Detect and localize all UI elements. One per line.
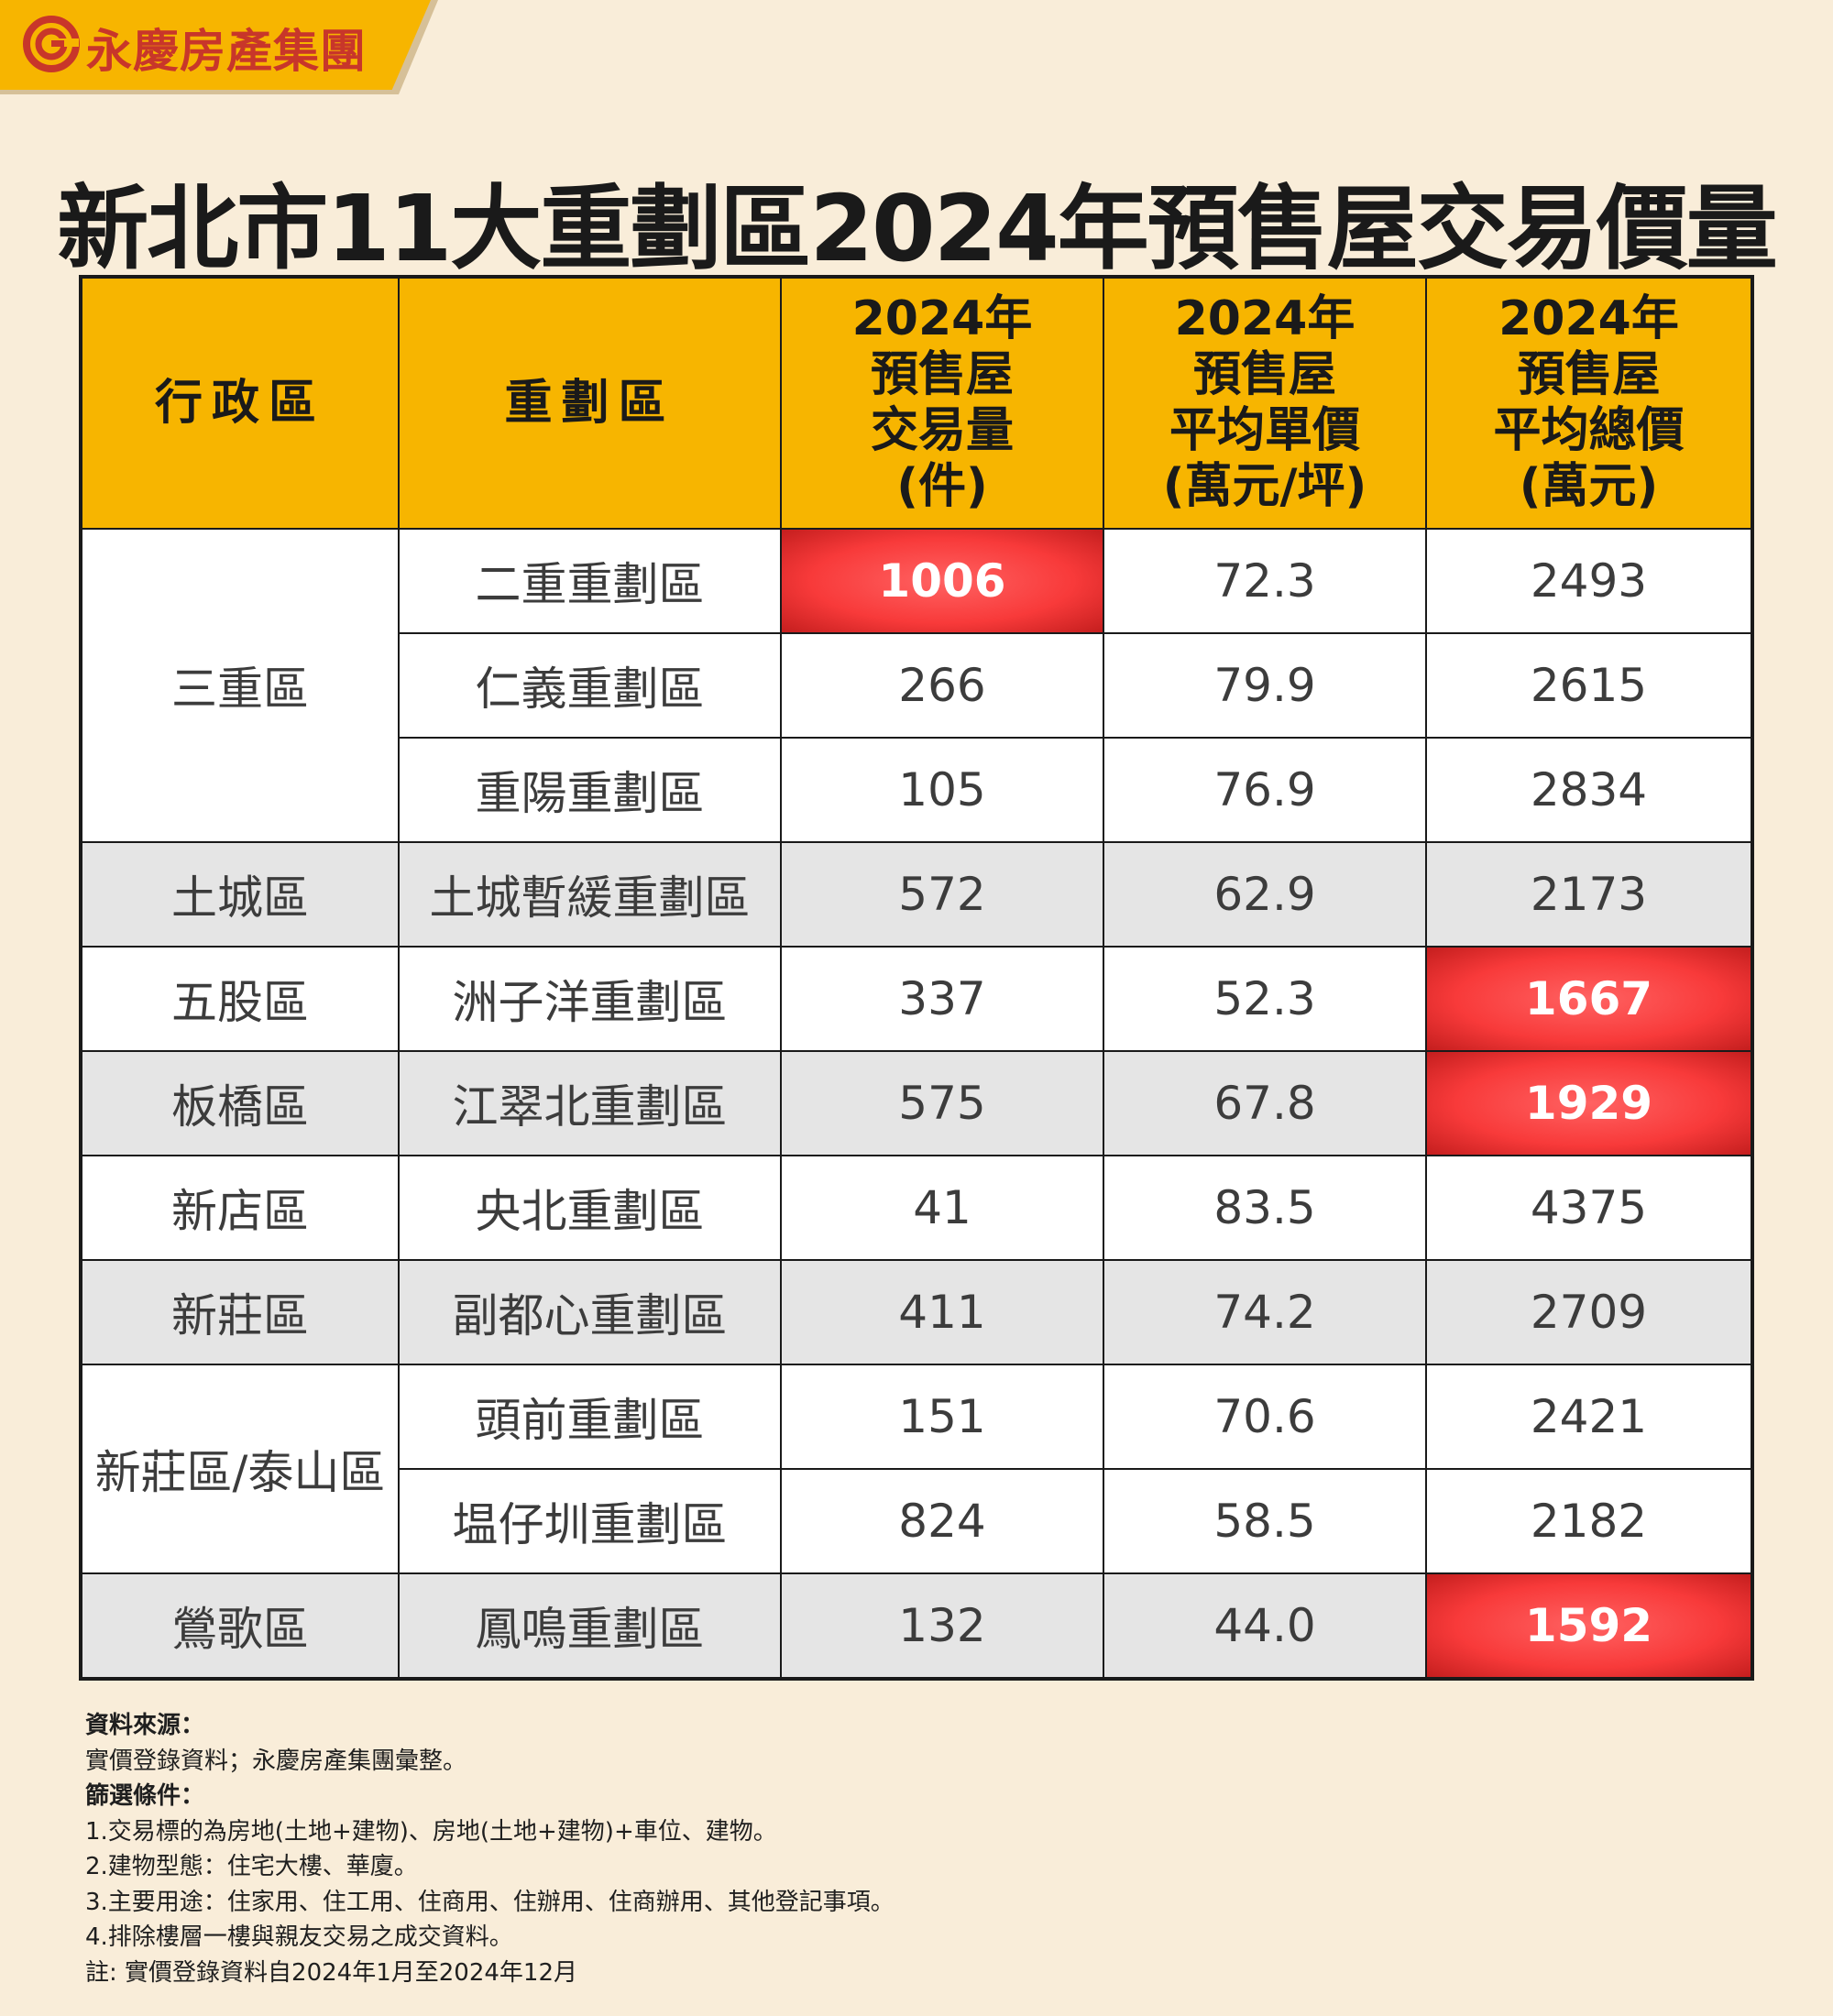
transaction-table: 行政區 重劃區 2024年 預售屋 交易量 (件) 2024年 預售屋 平均單價 (萬元/坪… — [79, 275, 1754, 1681]
unit-price-cell: 76.9 — [1103, 737, 1427, 843]
volume-cell: 41 — [780, 1155, 1104, 1261]
criteria-item: 2.建物型態：住宅大樓、華廈。 — [85, 1853, 418, 1880]
zone-cell: 央北重劃區 — [398, 1155, 782, 1261]
table-row: 板橋區 江翠北重劃區 575 67.8 1929 — [80, 1050, 1753, 1156]
criteria-item: 3.主要用途：住家用、住工用、住商用、住辦用、住商辦用、其他登記事項。 — [85, 1888, 895, 1916]
volume-cell: 411 — [780, 1259, 1104, 1365]
zone-cell: 副都心重劃區 — [398, 1259, 782, 1365]
volume-cell: 151 — [780, 1364, 1104, 1470]
criteria-item: 4.排除樓層一樓與親友交易之成交資料。 — [85, 1923, 513, 1951]
total-price-cell: 2421 — [1425, 1364, 1753, 1470]
header-unit-price: 2024年 預售屋 平均單價 (萬元/坪) — [1103, 276, 1427, 530]
criteria-label: 篩選條件： — [85, 1782, 205, 1810]
zone-cell: 仁義重劃區 — [398, 632, 782, 739]
table-header-row: 行政區 重劃區 2024年 預售屋 交易量 (件) 2024年 預售屋 平均單價 (萬元/坪… — [80, 276, 1753, 530]
zone-cell: 江翠北重劃區 — [398, 1050, 782, 1156]
table-row: 土城區 土城暫緩重劃區 572 62.9 2173 — [80, 841, 1753, 948]
unit-price-cell: 79.9 — [1103, 632, 1427, 739]
total-price-cell: 4375 — [1425, 1155, 1753, 1261]
source-text: 實價登錄資料；永慶房產集團彙整。 — [85, 1747, 467, 1775]
header-volume: 2024年 預售屋 交易量 (件) — [780, 276, 1104, 530]
district-cell: 板橋區 — [80, 1050, 400, 1156]
volume-cell: 575 — [780, 1050, 1104, 1156]
district-cell: 五股區 — [80, 946, 400, 1052]
table-row: 三重區 二重重劃區 1006 72.3 2493 — [80, 528, 1753, 843]
table-row: 新莊區/泰山區 頭前重劃區 151 70.6 2421 — [80, 1364, 1753, 1574]
date-range-note: 註: 實價登錄資料自2024年1月至2024年12月 — [85, 1958, 577, 1987]
volume-cell: 337 — [780, 946, 1104, 1052]
table-row: 五股區 洲子洋重劃區 337 52.3 1667 — [80, 946, 1753, 1052]
header-total-price: 2024年 預售屋 平均總價 (萬元) — [1425, 276, 1753, 530]
unit-price-cell: 58.5 — [1103, 1468, 1427, 1574]
zone-cell: 洲子洋重劃區 — [398, 946, 782, 1052]
zone-cell: 鳳鳴重劃區 — [398, 1572, 782, 1680]
total-price-cell: 2834 — [1425, 737, 1753, 843]
table-row: 新店區 央北重劃區 41 83.5 4375 — [80, 1155, 1753, 1261]
table-row: 重陽重劃區 105 76.9 2834 — [81, 737, 1753, 843]
header-district: 行政區 — [80, 276, 400, 530]
zone-cell: 二重重劃區 — [398, 528, 782, 634]
page-title: 新北市11大重劃區2024年預售屋交易價量 — [57, 175, 1777, 282]
header-zone: 重劃區 — [398, 276, 782, 530]
district-cell: 鶯歌區 — [80, 1572, 400, 1680]
unit-price-cell: 52.3 — [1103, 946, 1427, 1052]
total-price-cell-highlighted: 1929 — [1425, 1050, 1753, 1156]
unit-price-cell: 67.8 — [1103, 1050, 1427, 1156]
total-price-cell-highlighted: 1667 — [1425, 946, 1753, 1052]
unit-price-cell: 83.5 — [1103, 1155, 1427, 1261]
unit-price-cell: 44.0 — [1103, 1572, 1427, 1680]
district-cell: 新店區 — [80, 1155, 400, 1261]
brand-name: 永慶房產集團 — [86, 25, 367, 78]
district-cell: 新莊區/泰山區 — [80, 1364, 400, 1574]
volume-cell: 824 — [780, 1468, 1104, 1574]
source-label: 資料來源： — [85, 1712, 205, 1739]
district-cell: 三重區 — [80, 528, 400, 843]
total-price-cell: 2709 — [1425, 1259, 1753, 1365]
volume-cell: 266 — [780, 632, 1104, 739]
district-cell: 土城區 — [80, 841, 400, 948]
zone-cell: 重陽重劃區 — [398, 737, 782, 843]
unit-price-cell: 74.2 — [1103, 1259, 1427, 1365]
total-price-cell: 2173 — [1425, 841, 1753, 948]
volume-cell: 572 — [780, 841, 1104, 948]
total-price-cell: 2182 — [1425, 1468, 1753, 1574]
criteria-item: 1.交易標的為房地(土地+建物)、房地(土地+建物)+車位、建物。 — [85, 1817, 777, 1846]
total-price-cell: 2493 — [1425, 528, 1753, 634]
volume-cell: 132 — [780, 1572, 1104, 1680]
table-row: 新莊區 副都心重劃區 411 74.2 2709 — [80, 1259, 1753, 1365]
footnotes: 資料來源： 實價登錄資料；永慶房產集團彙整。 篩選條件： 1.交易標的為房地(土… — [85, 1708, 895, 1990]
district-cell: 新莊區 — [80, 1259, 400, 1365]
unit-price-cell: 62.9 — [1103, 841, 1427, 948]
volume-cell-highlighted: 1006 — [780, 528, 1104, 634]
zone-cell: 塭仔圳重劃區 — [398, 1468, 782, 1574]
total-price-cell-highlighted: 1592 — [1425, 1572, 1753, 1680]
table-row: 鶯歌區 鳳鳴重劃區 132 44.0 1592 — [80, 1572, 1753, 1680]
table-row: 仁義重劃區 266 79.9 2615 — [81, 632, 1753, 739]
zone-cell: 頭前重劃區 — [398, 1364, 782, 1470]
volume-cell: 105 — [780, 737, 1104, 843]
total-price-cell: 2615 — [1425, 632, 1753, 739]
unit-price-cell: 70.6 — [1103, 1364, 1427, 1470]
unit-price-cell: 72.3 — [1103, 528, 1427, 634]
brand-logo-icon — [23, 16, 80, 72]
zone-cell: 土城暫緩重劃區 — [398, 841, 782, 948]
table-row: 塭仔圳重劃區 824 58.5 2182 — [81, 1468, 1753, 1574]
